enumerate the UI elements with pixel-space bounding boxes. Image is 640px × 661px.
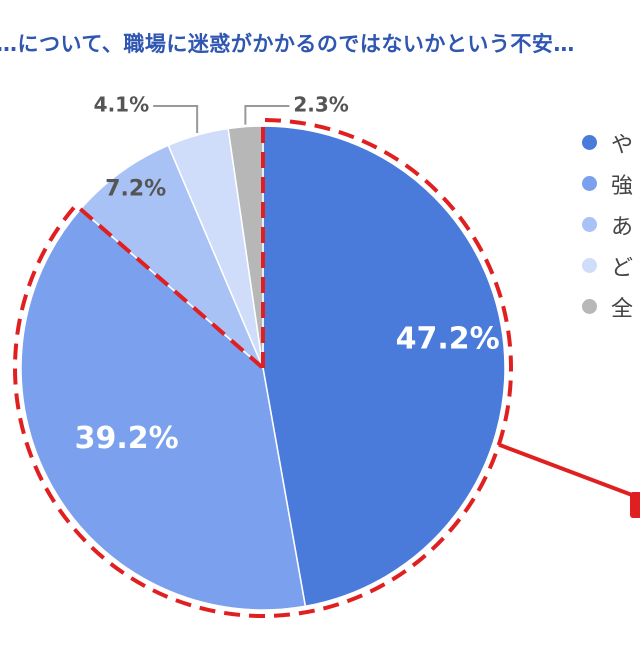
legend-item: 全: [582, 286, 633, 327]
data-label: 47.2%: [396, 322, 500, 357]
legend-marker: [582, 217, 597, 232]
legend-item: や: [582, 122, 633, 163]
legend-label: 全: [611, 296, 634, 322]
legend-label: あ: [611, 214, 634, 240]
legend-item: ど: [582, 245, 633, 286]
highlight-outline: [13, 118, 640, 618]
legend-label: や: [611, 132, 634, 158]
highlight-dashed-border: [13, 118, 513, 618]
legend: や 強 あ ど 全: [582, 122, 633, 327]
data-labels: 47.2% 39.2% 7.2% 4.1% 2.3%: [75, 93, 500, 457]
data-label: 7.2%: [105, 177, 166, 202]
legend-marker: [582, 135, 597, 150]
legend-marker: [582, 258, 597, 273]
pie-slices: [20, 125, 506, 611]
pie-slice: [79, 144, 264, 369]
legend-marker: [582, 176, 597, 191]
legend-item: 強: [582, 163, 633, 204]
legend-label: 強: [611, 173, 634, 199]
data-label: 2.3%: [293, 93, 348, 117]
highlight-callout-line: [498, 442, 640, 500]
legend-marker: [582, 299, 597, 314]
pie-slice: [262, 125, 506, 608]
legend-label: ど: [611, 255, 634, 281]
legend-item: あ: [582, 204, 633, 245]
leader-lines: [153, 105, 290, 134]
pie-slice: [20, 208, 307, 611]
data-label: 4.1%: [94, 93, 149, 117]
data-label: 39.2%: [75, 421, 179, 456]
pie-slice: [227, 125, 264, 369]
callout-text-fragment: [630, 492, 640, 518]
chart-title: …について、職場に迷惑がかかるのではないかという不安…: [0, 32, 575, 56]
leader-line: [244, 105, 290, 125]
leader-line: [153, 105, 199, 134]
